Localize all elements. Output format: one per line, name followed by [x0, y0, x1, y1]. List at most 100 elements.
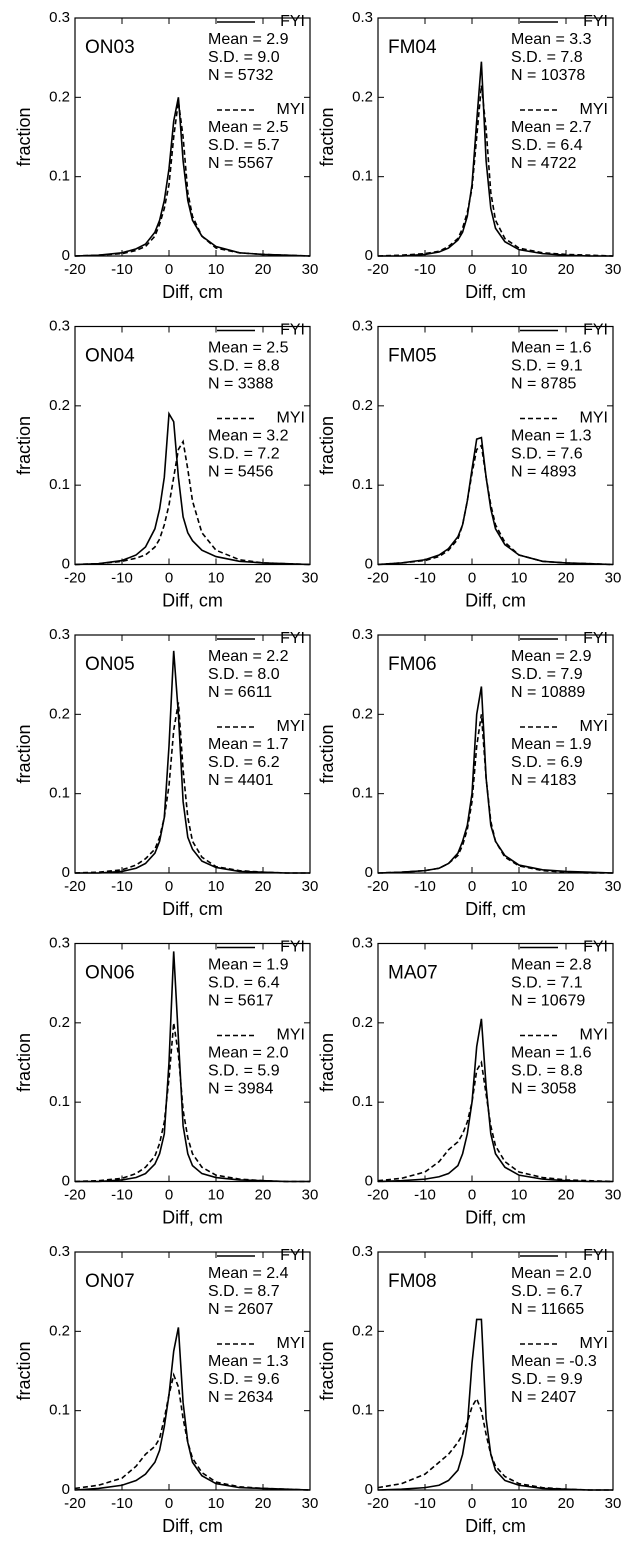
y-tick-label: 0.2	[352, 88, 373, 105]
stat-text: S.D. = 5.9	[208, 1063, 280, 1080]
x-tick-label: -20	[367, 1495, 389, 1512]
stat-text: S.D. = 7.9	[511, 666, 583, 683]
legend-label: MYI	[277, 718, 305, 735]
stat-text: Mean = 1.3	[511, 428, 592, 445]
plot-frame	[74, 634, 311, 874]
panel-title: FM06	[388, 654, 437, 675]
y-tick-label: 0.1	[352, 1402, 373, 1419]
stat-text: N = 5732	[208, 67, 273, 84]
legend-label: MYI	[277, 1027, 305, 1044]
stat-text: Mean = 1.6	[511, 1045, 592, 1062]
legend-label: MYI	[580, 718, 608, 735]
plot-frame	[377, 634, 614, 874]
x-tick-label: 30	[605, 878, 622, 895]
y-tick-label: 0.3	[352, 9, 373, 26]
legend-label: FYI	[280, 322, 305, 339]
x-axis-label: Diff, cm	[465, 590, 526, 610]
series-line	[74, 1372, 311, 1491]
y-tick-label: 0.3	[49, 626, 70, 643]
legend-label: FYI	[280, 1247, 305, 1264]
stat-text: Mean = 2.9	[208, 31, 289, 48]
plot-frame	[74, 1251, 311, 1491]
stat-text: N = 5617	[208, 993, 273, 1010]
legend-label: FYI	[583, 630, 608, 647]
x-tick-label: 0	[468, 1495, 476, 1512]
plot-frame	[377, 325, 614, 566]
stat-text: N = 8785	[511, 376, 576, 393]
x-tick-label: -10	[111, 1495, 133, 1512]
legend-label: MYI	[580, 410, 608, 427]
x-tick-label: -10	[414, 1186, 436, 1203]
panel: 0 0.1 0.2 0.3 -20 -10 0 10 20 30 Diff, cm fraction F…	[317, 1243, 622, 1536]
y-tick-label: 0	[365, 555, 373, 572]
stat-text: N = 2407	[511, 1389, 576, 1406]
series-line	[377, 686, 614, 874]
x-tick-label: 0	[468, 569, 476, 586]
y-tick-label: 0	[365, 247, 373, 264]
x-tick-label: 10	[511, 1186, 528, 1203]
y-tick-label: 0.1	[352, 785, 373, 802]
stat-text: Mean = 2.2	[208, 648, 289, 665]
stat-text: N = 4722	[511, 155, 576, 172]
legend-label: FYI	[280, 630, 305, 647]
y-tick-label: 0.1	[49, 785, 70, 802]
legend-label: MYI	[277, 410, 305, 427]
stat-text: Mean = 2.4	[208, 1265, 289, 1282]
stat-text: Mean = 2.0	[511, 1265, 592, 1282]
stat-text: Mean = 3.2	[208, 428, 289, 445]
y-tick-label: 0.2	[49, 1014, 70, 1031]
series-line	[377, 1018, 613, 1183]
y-axis-label: fraction	[317, 107, 337, 166]
x-axis-label: Diff, cm	[162, 1207, 223, 1227]
x-tick-label: 10	[511, 261, 528, 278]
x-tick-label: 20	[558, 1495, 575, 1512]
x-axis-label: Diff, cm	[465, 1516, 526, 1536]
panel-title: FM08	[388, 1271, 437, 1292]
stat-text: S.D. = 7.6	[511, 446, 583, 463]
panel: 0 0.1 0.2 0.3 -20 -10 0 10 20 30 Diff, cm fraction O…	[14, 1243, 319, 1536]
stat-text: S.D. = 8.7	[208, 1283, 280, 1300]
x-tick-label: -10	[111, 261, 133, 278]
x-tick-label: -10	[111, 1186, 133, 1203]
stat-text: N = 3984	[208, 1081, 273, 1098]
panel-title: FM05	[388, 346, 437, 367]
y-axis-label: fraction	[14, 416, 34, 475]
stat-text: N = 5567	[208, 155, 273, 172]
panel-title: ON05	[85, 654, 135, 675]
x-tick-label: 20	[558, 261, 575, 278]
y-axis-label: fraction	[317, 724, 337, 783]
y-axis-label: fraction	[14, 724, 34, 783]
stat-text: Mean = 1.6	[511, 340, 592, 357]
stat-text: Mean = 2.5	[208, 340, 289, 357]
stat-text: S.D. = 6.2	[208, 754, 280, 771]
stat-text: S.D. = 6.9	[511, 754, 583, 771]
stat-text: S.D. = 8.8	[511, 1063, 583, 1080]
series-line	[377, 85, 614, 257]
series-line	[74, 439, 311, 566]
stat-text: N = 4401	[208, 772, 273, 789]
x-tick-label: 10	[208, 1186, 225, 1203]
y-tick-label: 0.2	[352, 397, 373, 414]
series-line	[75, 650, 310, 874]
panel: 0 0.1 0.2 0.3 -20 -10 0 10 20 30 Diff, cm fraction F…	[317, 9, 622, 302]
x-tick-label: -20	[64, 261, 86, 278]
y-tick-label: 0.3	[352, 626, 373, 643]
plot-frame	[377, 1251, 614, 1491]
stat-text: N = 10679	[511, 993, 585, 1010]
x-tick-label: 20	[558, 878, 575, 895]
series-line	[377, 1396, 613, 1491]
stat-text: S.D. = 9.1	[511, 358, 583, 375]
x-tick-label: 10	[511, 569, 528, 586]
stat-text: S.D. = 6.4	[208, 975, 280, 992]
stat-text: N = 4183	[511, 772, 576, 789]
plot-frame	[74, 17, 311, 257]
stat-text: S.D. = 9.0	[208, 49, 280, 66]
stat-text: N = 10378	[511, 67, 585, 84]
x-tick-label: 0	[165, 878, 173, 895]
stat-text: N = 10889	[511, 684, 585, 701]
x-tick-label: -20	[367, 1186, 389, 1203]
x-tick-label: 20	[255, 1495, 272, 1512]
y-axis-label: fraction	[14, 1341, 34, 1400]
y-tick-label: 0.3	[352, 1243, 373, 1260]
